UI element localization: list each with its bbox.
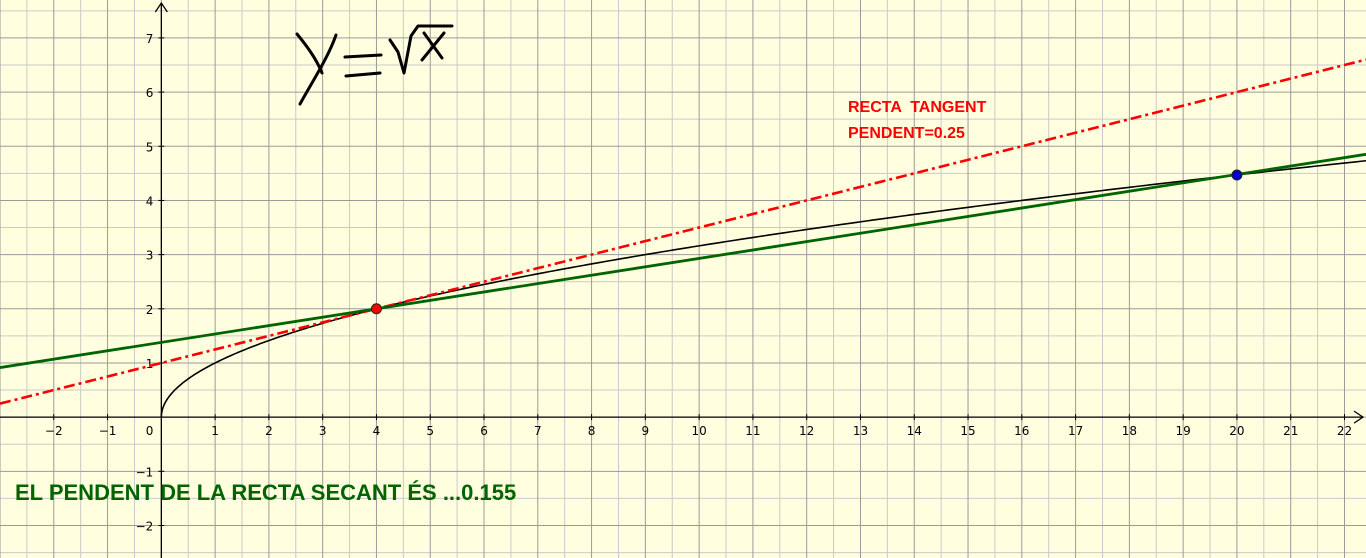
x-tick-label: 2	[265, 424, 273, 438]
y-tick-label: 4	[146, 194, 154, 208]
x-tick-label: 9	[642, 424, 650, 438]
x-tick-label: 20	[1229, 424, 1244, 438]
y-tick-label: 2	[146, 303, 154, 317]
tangency-point[interactable]	[370, 303, 382, 315]
y-tick-label: 6	[146, 86, 154, 100]
sqrt-function-curve	[160, 159, 1366, 418]
x-tick-label: 17	[1068, 424, 1083, 438]
x-tick-label: 19	[1176, 424, 1191, 438]
y-tick-label: 5	[146, 140, 154, 154]
x-tick-label: −2	[45, 424, 63, 438]
x-tick-label: 16	[1014, 424, 1029, 438]
x-tick-label: 5	[426, 424, 434, 438]
y-tick-label: −2	[136, 519, 154, 533]
y-axis-arrow	[154, 1, 168, 13]
tangent-line	[0, 58, 1366, 405]
x-axis-tick-labels: −2 −1 1 2 3 4 5 6 7 8 9 10 11 12 13 14 15 16 17 18 19 20 21 22	[45, 424, 1352, 438]
x-tick-label: 18	[1122, 424, 1137, 438]
x-tick-label: 7	[534, 424, 542, 438]
x-tick-label: 12	[799, 424, 814, 438]
y-tick-label: 1	[146, 357, 154, 371]
tangent-label-title: RECTA TANGENT	[848, 99, 987, 116]
tangent-label-slope: PENDENT=0.25	[848, 125, 965, 142]
y-tick-label: 3	[146, 249, 154, 263]
x-tick-label: 1	[211, 424, 219, 438]
points-layer	[370, 169, 1243, 315]
y-tick-label: 7	[146, 32, 154, 46]
y-axis-tick-labels: −2 −1 1 2 3 4 5 6 7	[136, 32, 154, 534]
handwritten-formula	[295, 24, 454, 106]
x-tick-label: 22	[1337, 424, 1352, 438]
secant-line	[0, 152, 1366, 369]
x-tick-label: −1	[99, 424, 117, 438]
secant-point[interactable]	[1231, 169, 1243, 181]
y-tick-label: −1	[136, 465, 154, 479]
x-tick-label: 4	[373, 424, 381, 438]
x-tick-label: 13	[853, 424, 868, 438]
x-tick-label: 3	[319, 424, 327, 438]
x-tick-label: 11	[745, 424, 760, 438]
x-tick-label: 6	[480, 424, 488, 438]
series-layer	[0, 58, 1366, 418]
x-tick-label: 15	[960, 424, 975, 438]
x-tick-label: 14	[907, 424, 922, 438]
x-tick-label: 8	[588, 424, 596, 438]
x-axis-arrow	[1353, 410, 1365, 424]
secant-slope-label: EL PENDENT DE LA RECTA SECANT ÉS ...0.15…	[15, 480, 516, 505]
x-tick-label: 21	[1283, 424, 1298, 438]
origin-tick-label: 0	[146, 424, 154, 438]
x-tick-label: 10	[691, 424, 706, 438]
